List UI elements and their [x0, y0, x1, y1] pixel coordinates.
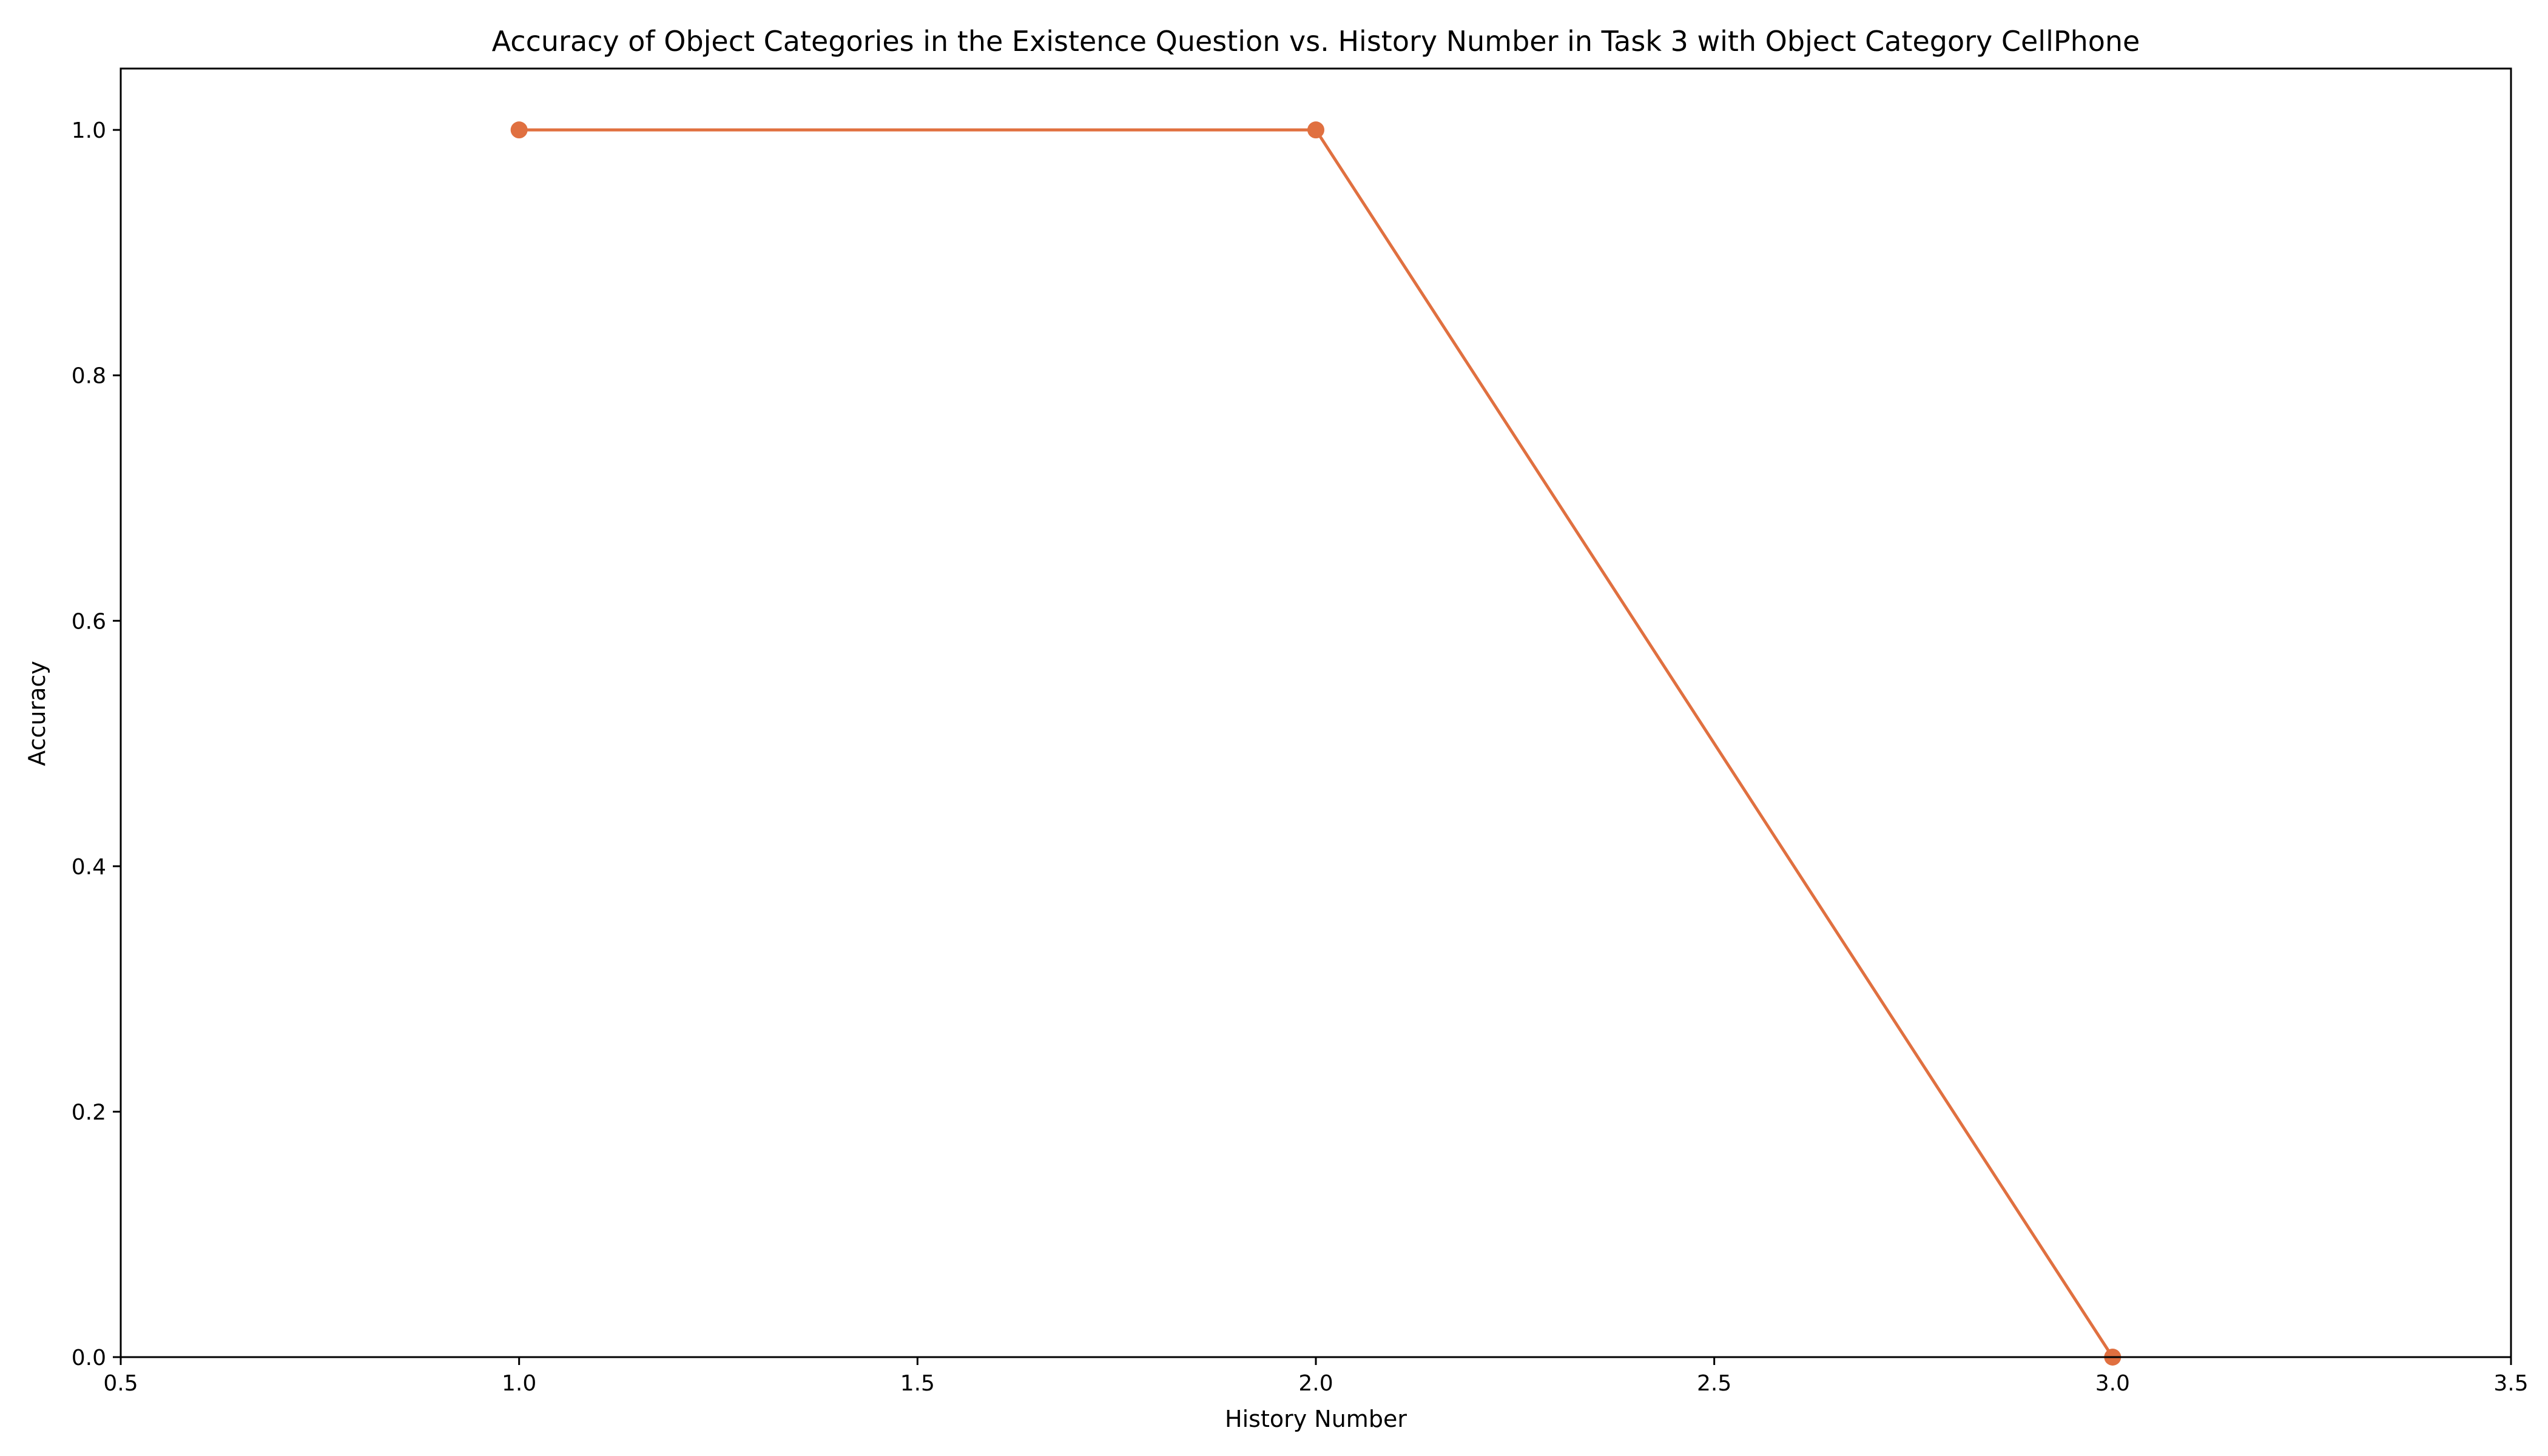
- x-tick-label: 0.5: [103, 1371, 138, 1396]
- x-tick-label: 3.5: [2493, 1371, 2528, 1396]
- data-point: [510, 121, 528, 139]
- x-tick-label: 2.5: [1697, 1371, 1731, 1396]
- x-tick-label: 1.0: [502, 1371, 536, 1396]
- data-point: [1307, 121, 1324, 139]
- y-axis-ticks: 0.0 0.2 0.4 0.6 0.8 1.0: [72, 118, 121, 1370]
- y-tick-label: 0.0: [72, 1346, 106, 1370]
- y-tick-label: 0.2: [72, 1100, 106, 1125]
- y-axis-label: Accuracy: [24, 661, 50, 766]
- y-tick-label: 0.6: [72, 609, 106, 634]
- plot-frame: [120, 67, 2512, 1358]
- x-tick-label: 3.0: [2095, 1371, 2130, 1396]
- x-tick-label: 1.5: [900, 1371, 935, 1396]
- x-axis-label: History Number: [1225, 1406, 1407, 1432]
- y-tick-label: 0.4: [72, 855, 106, 880]
- chart-title: Accuracy of Object Categories in the Exi…: [492, 25, 2140, 58]
- y-tick-label: 0.8: [72, 364, 106, 389]
- x-axis-ticks: 0.5 1.0 1.5 2.0 2.5 3.0 3.5: [103, 1357, 2529, 1396]
- x-tick-label: 2.0: [1298, 1371, 1333, 1396]
- y-tick-label: 1.0: [72, 118, 106, 143]
